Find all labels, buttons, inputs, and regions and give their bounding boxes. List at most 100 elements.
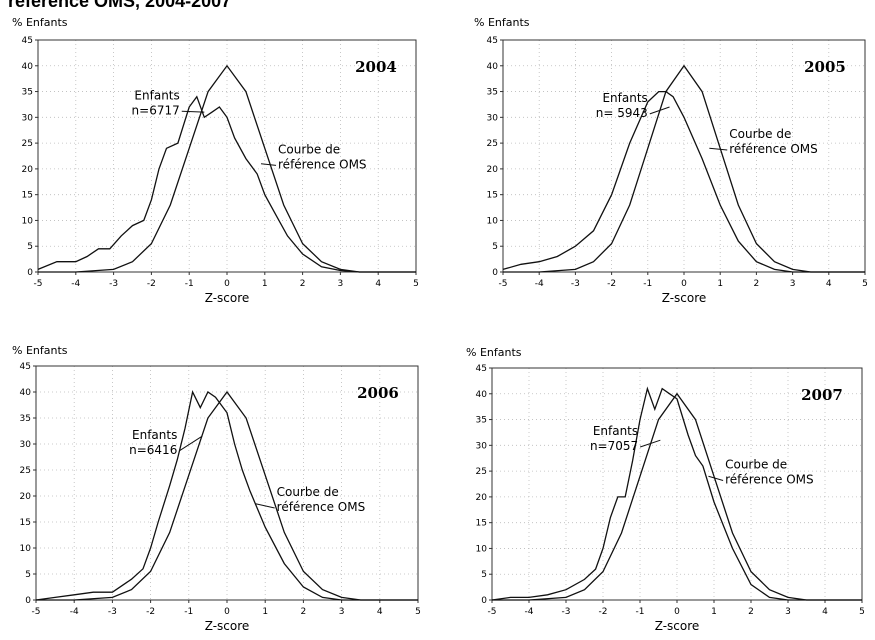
x-tick-label: -4: [525, 607, 534, 617]
annotation-reference: Courbe de: [278, 142, 340, 156]
x-tick-label: 1: [262, 607, 268, 617]
page-title: référence OMS, 2004-2007: [8, 0, 232, 11]
x-tick-label: 2: [748, 607, 754, 617]
x-tick-label: 1: [262, 279, 268, 289]
y-tick-label: 20: [22, 165, 34, 175]
x-tick-label: 4: [826, 279, 832, 289]
y-tick-label: 25: [20, 466, 31, 476]
series-reference-oms-line: [36, 390, 418, 601]
y-tick-label: 10: [22, 216, 34, 226]
x-tick-label: -4: [535, 279, 544, 289]
y-tick-label: 30: [20, 440, 32, 450]
x-tick-label: 0: [674, 607, 680, 617]
annotation-enfants: Enfants: [132, 428, 177, 442]
annotation-reference: référence OMS: [277, 500, 366, 514]
annotation-leader-line: [639, 439, 661, 448]
annotation-reference: référence OMS: [278, 157, 367, 171]
y-tick-label: 30: [476, 441, 488, 451]
annotation-leader-line: [260, 163, 277, 166]
y-axis-label: % Enfants: [12, 16, 68, 29]
y-tick-label: 35: [22, 88, 33, 98]
x-tick-label: 0: [224, 607, 230, 617]
y-tick-label: 10: [476, 544, 488, 554]
x-tick-label: 2: [754, 279, 760, 289]
x-tick-label: 1: [717, 279, 723, 289]
y-axis-label: % Enfants: [466, 346, 522, 359]
y-tick-label: 5: [481, 570, 487, 580]
x-tick-label: -3: [571, 279, 580, 289]
y-tick-label: 20: [476, 493, 488, 503]
annotation-enfants: n= 5943: [596, 106, 648, 120]
x-tick-label: 1: [711, 607, 717, 617]
annotation-leader-line: [255, 503, 275, 509]
x-tick-label: -2: [146, 607, 155, 617]
x-tick-label: 3: [339, 607, 345, 617]
x-tick-label: -2: [147, 279, 156, 289]
y-tick-label: 15: [487, 191, 498, 201]
y-tick-label: 0: [481, 596, 487, 606]
y-tick-label: 25: [487, 139, 498, 149]
x-tick-label: 0: [681, 279, 687, 289]
y-tick-label: 0: [27, 268, 33, 278]
annotation-leader-line: [179, 435, 203, 452]
annotation-leader-line: [708, 475, 724, 482]
annotation-enfants: n=7057: [590, 439, 638, 453]
y-tick-label: 20: [20, 492, 32, 502]
x-tick-label: -5: [32, 607, 41, 617]
x-axis-label: Z-score: [205, 291, 250, 305]
y-tick-label: 15: [22, 191, 33, 201]
y-tick-label: 45: [487, 36, 498, 46]
annotation-enfants: n=6717: [132, 103, 180, 117]
y-tick-label: 5: [25, 570, 31, 580]
y-tick-label: 45: [22, 36, 33, 46]
y-tick-label: 25: [476, 467, 487, 477]
x-tick-label: -5: [34, 279, 43, 289]
y-tick-label: 15: [20, 518, 31, 528]
series-reference-oms-line: [503, 64, 865, 273]
x-tick-label: -4: [71, 279, 80, 289]
x-axis-label: Z-score: [655, 619, 700, 633]
annotation-enfants: Enfants: [593, 424, 638, 438]
x-tick-label: -1: [185, 279, 194, 289]
series-reference-oms-line: [38, 64, 416, 273]
x-tick-label: 3: [785, 607, 791, 617]
y-tick-label: 5: [492, 242, 498, 252]
series-enfants-line: [35, 390, 418, 601]
year-label: 2004: [355, 58, 397, 76]
y-tick-label: 40: [20, 388, 32, 398]
x-tick-label: 3: [338, 279, 344, 289]
x-tick-label: -2: [607, 279, 616, 289]
y-axis-label: % Enfants: [12, 344, 68, 357]
x-tick-label: 5: [862, 279, 868, 289]
y-tick-label: 40: [487, 62, 499, 72]
y-tick-label: 10: [20, 544, 32, 554]
annotation-leader-line: [181, 110, 205, 113]
x-tick-label: -5: [488, 607, 497, 617]
x-tick-label: 5: [415, 607, 421, 617]
x-tick-label: 5: [859, 607, 865, 617]
x-tick-label: 4: [377, 607, 383, 617]
x-tick-label: -3: [109, 279, 118, 289]
x-tick-label: -2: [599, 607, 608, 617]
y-tick-label: 25: [22, 139, 33, 149]
x-tick-label: -4: [70, 607, 79, 617]
y-tick-label: 30: [22, 113, 34, 123]
series-reference-oms-line: [492, 392, 862, 601]
y-tick-label: 0: [25, 596, 31, 606]
y-tick-label: 15: [476, 519, 487, 529]
x-tick-label: -3: [108, 607, 117, 617]
annotation-reference: référence OMS: [729, 142, 818, 156]
y-tick-label: 45: [476, 364, 487, 374]
y-axis-label: % Enfants: [474, 16, 530, 29]
annotation-leader-line: [649, 106, 670, 115]
y-tick-label: 30: [487, 113, 499, 123]
x-tick-label: -1: [184, 607, 193, 617]
x-tick-label: 2: [301, 607, 307, 617]
annotation-leader-line: [709, 147, 728, 151]
annotation-reference: Courbe de: [729, 127, 791, 141]
y-tick-label: 45: [20, 362, 31, 372]
